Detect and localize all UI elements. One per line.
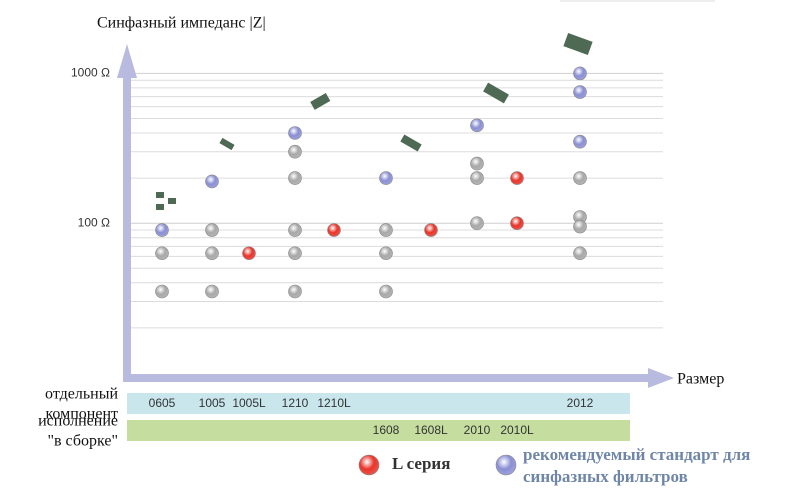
dot <box>573 171 587 185</box>
dot <box>573 134 587 149</box>
dot <box>379 223 393 237</box>
y-axis <box>123 60 131 378</box>
row-label: "в сборке" <box>47 433 118 450</box>
dot <box>470 118 484 133</box>
dot <box>379 171 393 185</box>
dot <box>288 284 302 299</box>
x-tick-label: 2010L <box>500 423 534 437</box>
y-axis-arrow <box>117 44 137 78</box>
dot <box>470 156 484 171</box>
dot <box>470 216 484 230</box>
x-tick-label: 1608L <box>414 423 448 437</box>
row-bar <box>127 420 630 441</box>
icon <box>563 32 593 56</box>
dot <box>573 66 587 81</box>
row-label: отдельный <box>45 386 118 403</box>
x-axis-arrow <box>648 368 674 388</box>
legend-marker <box>358 454 380 476</box>
dot <box>424 223 438 237</box>
x-tick-label: 0605 <box>149 396 176 410</box>
dot <box>205 174 219 189</box>
x-tick-label: 1005 <box>199 396 226 410</box>
icon <box>156 204 164 210</box>
dot <box>205 223 219 237</box>
chart-title: Синфазный импеданс |Z| <box>97 15 266 32</box>
x-tick-label: 1210L <box>317 396 351 410</box>
legend-marker <box>495 454 517 476</box>
x-tick-label: 2012 <box>567 396 594 410</box>
dot <box>205 246 219 261</box>
row-label: исполнение <box>38 413 118 430</box>
dot <box>155 223 169 237</box>
dot <box>155 284 169 299</box>
y-tick-label: 1000 Ω <box>71 66 110 80</box>
dot <box>573 85 587 99</box>
dot <box>510 171 524 185</box>
dot <box>327 223 341 237</box>
dot <box>470 171 484 185</box>
x-tick-label: 1210 <box>282 396 309 410</box>
row-bar <box>127 393 630 414</box>
x-tick-label: 1608 <box>373 423 400 437</box>
dot <box>573 219 587 234</box>
dot <box>288 223 302 237</box>
dot <box>573 246 587 261</box>
dot <box>288 246 302 261</box>
icon <box>483 82 509 104</box>
component-icons <box>156 32 593 210</box>
icon <box>219 137 235 151</box>
dot <box>379 284 393 299</box>
icon <box>310 93 331 110</box>
icon <box>400 134 422 152</box>
icon <box>168 198 176 204</box>
y-tick-label: 100 Ω <box>78 215 110 229</box>
dot <box>379 246 393 261</box>
icon <box>156 192 164 198</box>
x-axis-label: Размер <box>677 371 724 388</box>
x-tick-label: 1005L <box>232 396 266 410</box>
dot <box>288 144 302 159</box>
x-tick-label: 2010 <box>464 423 491 437</box>
dot <box>288 126 302 140</box>
x-axis <box>123 374 653 382</box>
dot <box>155 246 169 261</box>
legend-text: рекомендуемый стандарт для синфазных фил… <box>523 445 751 486</box>
dot <box>288 171 302 185</box>
dot <box>205 284 219 299</box>
row-label: компонент <box>45 406 118 423</box>
legend-label: L серия <box>392 454 450 473</box>
dot <box>510 216 524 230</box>
dot <box>242 246 256 261</box>
